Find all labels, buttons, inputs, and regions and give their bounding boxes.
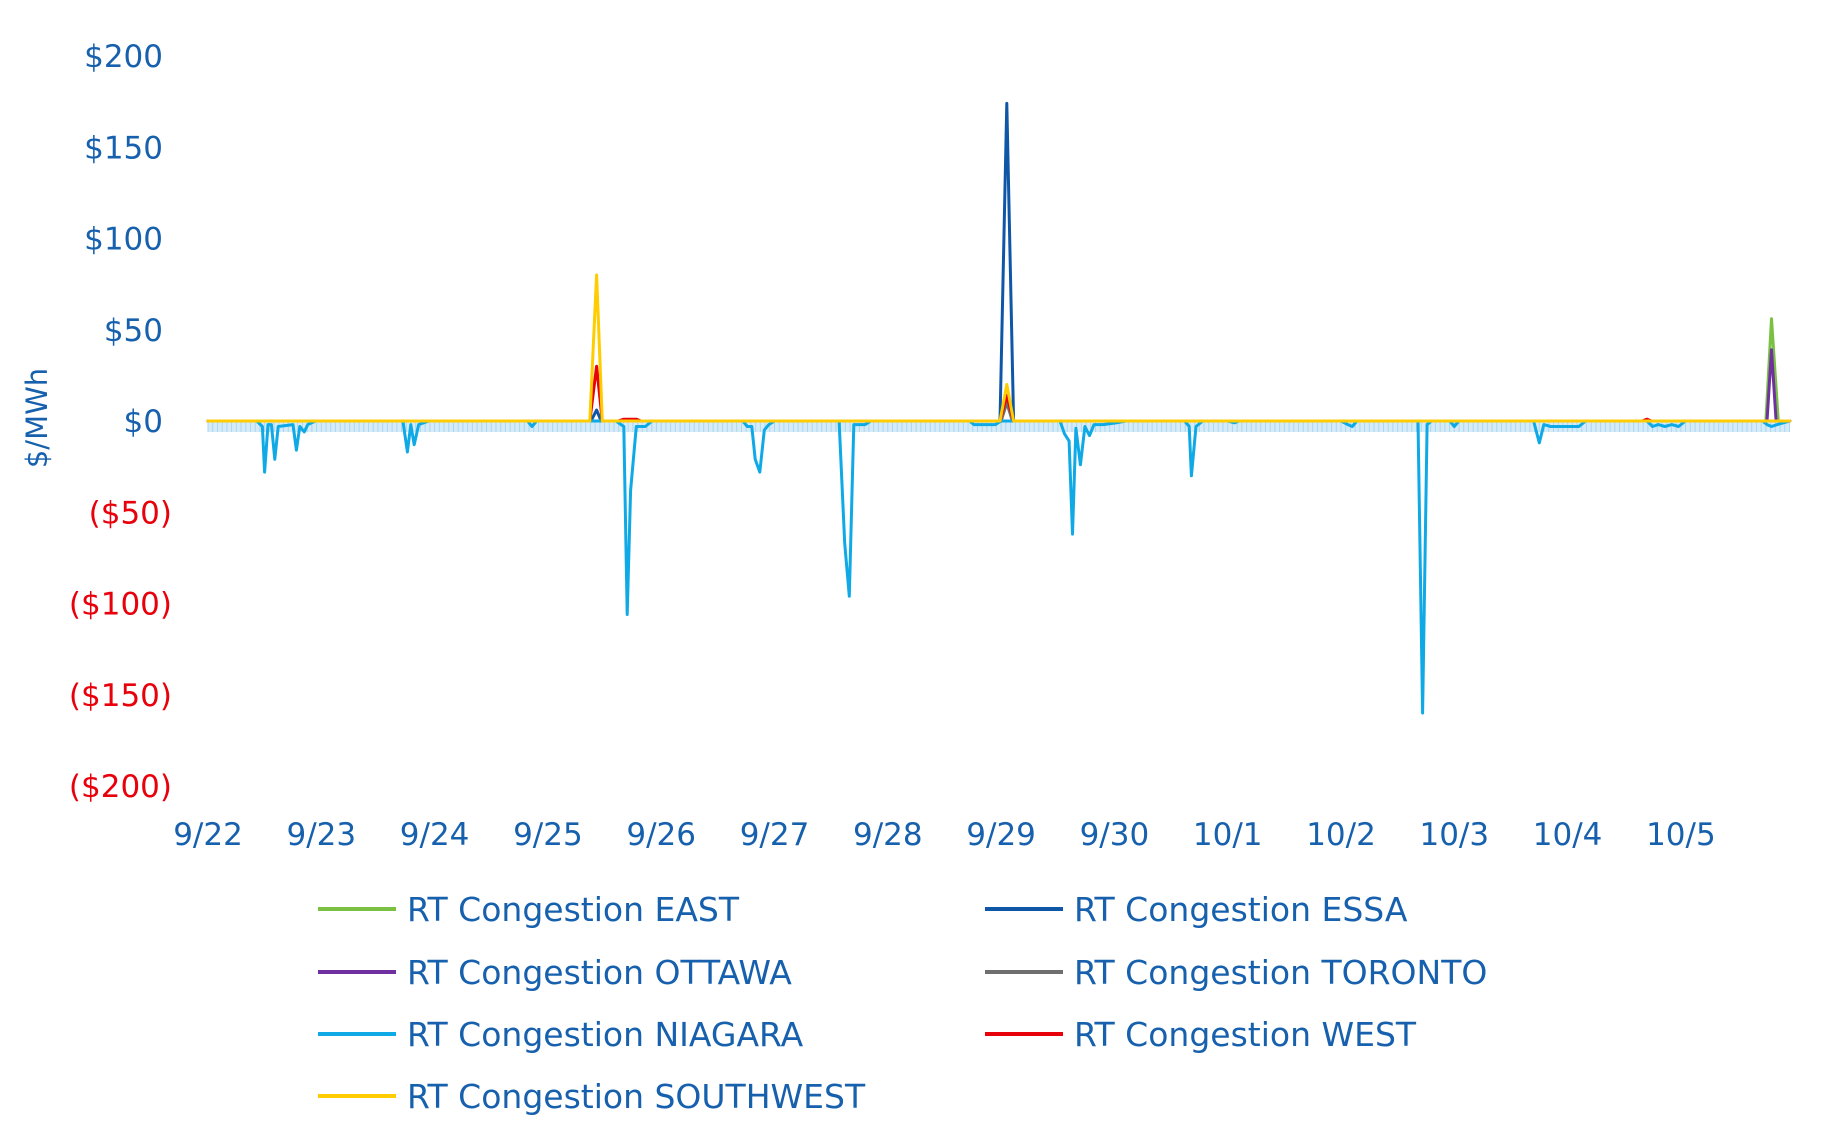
- y-tick-label: $150: [84, 130, 163, 166]
- series-line: [206, 101, 1792, 423]
- y-tick-label: $100: [84, 222, 163, 258]
- x-tick-label: 9/23: [286, 817, 356, 853]
- x-tick-label: 9/28: [853, 817, 923, 853]
- legend-item: RT Congestion EAST: [318, 890, 740, 929]
- legend-item: RT Congestion OTTAWA: [318, 953, 792, 992]
- y-tick-label: ($100): [69, 587, 172, 623]
- legend: RT Congestion EAST RT Congestion ESSA RT C…: [318, 890, 1487, 1116]
- x-tick-label: 9/29: [966, 817, 1036, 853]
- y-axis-title: $/MWh: [20, 368, 54, 468]
- y-tick-label: ($50): [89, 495, 172, 531]
- y-tick-label: $200: [84, 39, 163, 75]
- x-tick-label: 10/2: [1306, 817, 1376, 853]
- legend-label: RT Congestion TORONTO: [1074, 953, 1487, 992]
- legend-item: RT Congestion NIAGARA: [318, 1015, 804, 1054]
- legend-label: RT Congestion OTTAWA: [407, 953, 792, 992]
- series-line: [206, 273, 1792, 423]
- x-tick-label: 10/5: [1646, 817, 1716, 853]
- legend-item: RT Congestion SOUTHWEST: [318, 1077, 866, 1116]
- y-tick-label: ($150): [69, 678, 172, 714]
- series-line: [206, 419, 1792, 715]
- x-tick-label: 9/25: [513, 817, 583, 853]
- legend-label: RT Congestion SOUTHWEST: [407, 1077, 866, 1116]
- baseline-band: [208, 421, 1790, 432]
- x-tick-label: 9/27: [740, 817, 810, 853]
- legend-label: RT Congestion EAST: [407, 890, 740, 929]
- legend-item: RT Congestion WEST: [985, 1015, 1417, 1054]
- y-tick-label: ($200): [69, 769, 172, 805]
- x-tick-label: 9/26: [626, 817, 696, 853]
- x-tick-label: 10/1: [1193, 817, 1263, 853]
- y-tick-labels: $200 $150 $100 $50 $0 ($50) ($100) ($150) ($200): [69, 39, 172, 805]
- x-tick-labels: 9/22 9/23 9/24 9/25 9/26 9/27 9/28 9/29 9/30 10/1…: [173, 817, 1716, 853]
- legend-item: RT Congestion ESSA: [985, 890, 1408, 929]
- x-tick-label: 9/30: [1080, 817, 1150, 853]
- plot-area: [206, 101, 1792, 715]
- legend-item: RT Congestion TORONTO: [985, 953, 1487, 992]
- legend-label: RT Congestion ESSA: [1074, 890, 1408, 929]
- x-tick-label: 9/24: [400, 817, 470, 853]
- x-tick-label: 9/22: [173, 817, 243, 853]
- legend-label: RT Congestion WEST: [1074, 1015, 1417, 1054]
- y-tick-label: $0: [124, 404, 163, 440]
- x-tick-label: 10/4: [1533, 817, 1603, 853]
- legend-label: RT Congestion NIAGARA: [407, 1015, 804, 1054]
- x-tick-label: 10/3: [1419, 817, 1489, 853]
- y-tick-label: $50: [104, 313, 163, 349]
